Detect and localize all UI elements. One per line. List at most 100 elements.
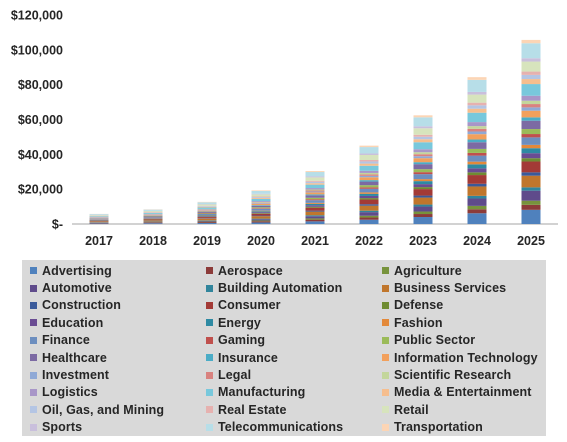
bar-segment [521, 204, 541, 210]
x-tick-label: 2020 [247, 234, 275, 248]
bar-segment [305, 200, 325, 203]
bar-segment [413, 195, 433, 198]
bar-segment [467, 134, 487, 140]
bar-segment [305, 210, 325, 212]
bar-segment [359, 217, 379, 220]
bar-segment [197, 206, 217, 207]
bar-segment [251, 191, 271, 194]
bar-segment [251, 203, 271, 206]
bar-segment [251, 208, 271, 211]
legend-label: Education [42, 315, 104, 330]
bar-segment [413, 134, 433, 137]
bar-segment [305, 202, 325, 204]
legend-label: Information Technology [394, 350, 538, 365]
bar-segment [413, 187, 433, 190]
x-tick-label: 2024 [463, 234, 491, 248]
bar-segment [197, 220, 217, 222]
x-tick-label: 2021 [301, 234, 329, 248]
bar-segment [467, 105, 487, 109]
bar-segment [521, 43, 541, 59]
legend-item: Sports [30, 419, 206, 436]
legend-item: Building Automation [206, 279, 382, 296]
legend-label: Building Automation [218, 281, 343, 296]
bar-segment [359, 219, 379, 224]
bar-segment [467, 102, 487, 106]
bar-segment [359, 161, 379, 164]
legend-swatch [30, 406, 37, 414]
bar-segment [251, 218, 271, 220]
bar-segment [467, 195, 487, 199]
legend-item: Construction [30, 297, 206, 314]
legend-item: Agriculture [382, 262, 554, 279]
bar-segment [359, 172, 379, 175]
bar-segment [521, 144, 541, 149]
bar-segment [89, 215, 109, 216]
bar-segment [197, 206, 217, 208]
bar-segment [305, 183, 325, 185]
bar-segment [467, 126, 487, 129]
bar-segment [521, 209, 541, 224]
legend-item: Manufacturing [206, 384, 382, 401]
legend-item: Insurance [206, 349, 382, 366]
bar-segment [521, 120, 541, 130]
legend-swatch [30, 388, 37, 396]
bar-segment [413, 217, 433, 224]
y-tick-label: $80,000 [18, 78, 63, 92]
bar-segment [413, 164, 433, 170]
x-tick-label: 2018 [139, 234, 167, 248]
bar-segment [251, 202, 271, 204]
bar-segment [521, 84, 541, 96]
bar-segment [251, 208, 271, 209]
x-tick-label: 2025 [517, 234, 545, 248]
bar-segment [143, 222, 163, 224]
bar-segment [251, 190, 271, 191]
legend-swatch [382, 406, 389, 414]
legend-label: Healthcare [42, 350, 107, 365]
legend-swatch [382, 371, 389, 379]
bar-segment [251, 220, 271, 222]
legend-item: Investment [30, 366, 206, 383]
bar-segment [521, 129, 541, 135]
bar-segment [359, 188, 379, 193]
legend-swatch [206, 267, 213, 275]
legend-item: Business Services [382, 279, 554, 296]
legend-swatch [382, 319, 389, 327]
bar-segment [89, 221, 109, 223]
bar-segment [521, 175, 541, 188]
bar-segment [521, 200, 541, 205]
x-tick-label: 2019 [193, 234, 221, 248]
bar-segment [197, 212, 217, 214]
bar-segment [413, 126, 433, 129]
legend-label: Consumer [218, 298, 281, 313]
legend-item: Gaming [206, 332, 382, 349]
legend-item: Education [30, 314, 206, 331]
bar-segment [521, 110, 541, 118]
plot-area: $- $20,000 $40,000 $60,000 $80,000 $100,000 $1… [11, 9, 558, 248]
bar-segment [413, 158, 433, 163]
bar-segment [467, 112, 487, 123]
legend-item: Aerospace [206, 262, 382, 279]
legend-swatch [30, 301, 37, 309]
bar-segment [197, 217, 217, 219]
bar-segment [467, 209, 487, 214]
legend-item: Retail [382, 401, 554, 418]
bar-segment [413, 169, 433, 173]
bar-segment [89, 214, 109, 215]
legend-swatch [382, 423, 389, 431]
bar-segment [251, 203, 271, 204]
bar-segment [305, 203, 325, 206]
bar-segment [359, 170, 379, 173]
bar-segment [467, 168, 487, 173]
legend-label: Investment [42, 368, 109, 383]
bar-segment [251, 215, 271, 217]
bar-segment [359, 181, 379, 186]
legend-label: Advertising [42, 263, 112, 278]
bar-segment [197, 221, 217, 223]
bar-segment [197, 211, 217, 213]
bar-segment [413, 172, 433, 175]
legend-label: Automotive [42, 281, 112, 296]
bar-segment [305, 194, 325, 196]
bar-segment [413, 204, 433, 207]
bar-segment [143, 211, 163, 212]
y-tick-label: $120,000 [11, 9, 63, 23]
